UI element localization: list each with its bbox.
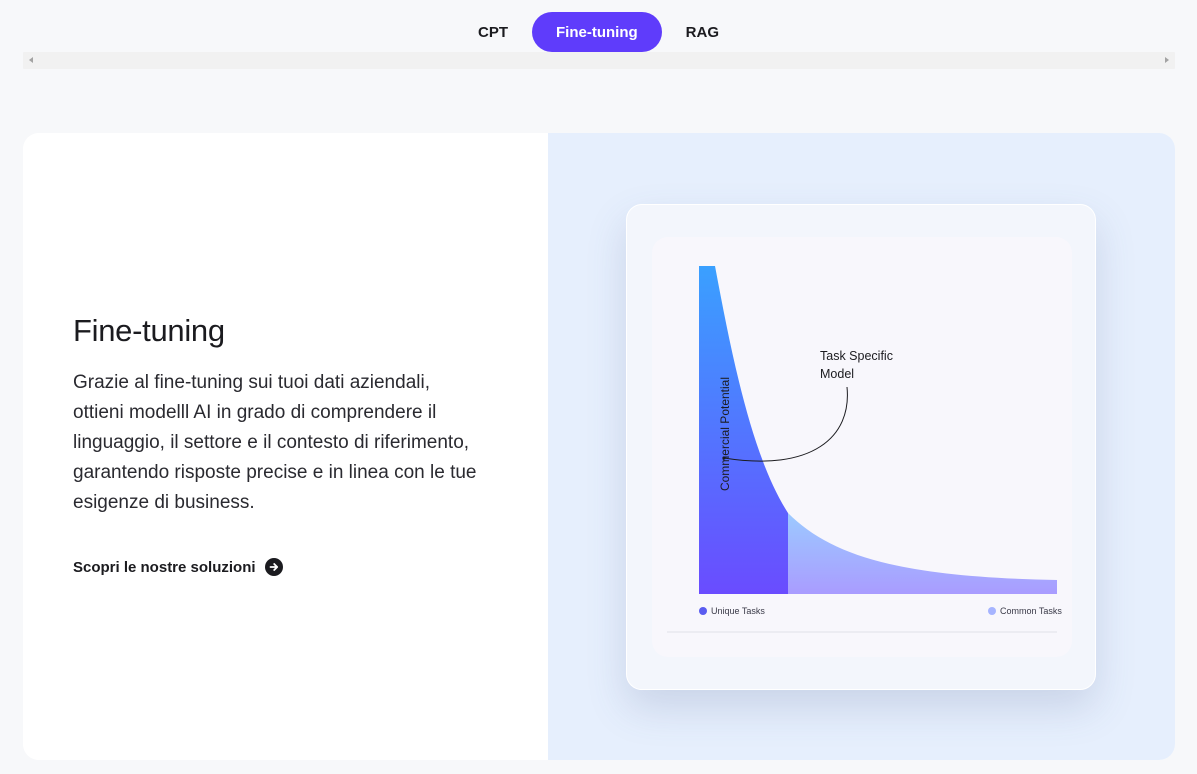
chart-illustration: Commercial Potential Task Specific Model… bbox=[652, 237, 1072, 657]
unique-tasks-area bbox=[699, 266, 788, 594]
cta-label: Scopri le nostre soluzioni bbox=[73, 558, 256, 576]
y-axis-label: Commercial Potential bbox=[718, 376, 732, 492]
chart-frame: Commercial Potential Task Specific Model… bbox=[626, 204, 1096, 690]
scroll-right-arrow-icon[interactable] bbox=[1165, 57, 1169, 63]
legend-dot-unique bbox=[699, 607, 707, 615]
legend-label-unique: Unique Tasks bbox=[711, 606, 765, 616]
legend-unique-tasks: Unique Tasks bbox=[699, 606, 765, 616]
tab-bar: CPT Fine-tuning RAG bbox=[0, 12, 1197, 52]
legend-common-tasks: Common Tasks bbox=[988, 606, 1062, 616]
tab-rag[interactable]: RAG bbox=[662, 12, 743, 52]
feature-card: Fine-tuning Grazie al fine-tuning sui tu… bbox=[23, 133, 1175, 760]
annotation-arrow-tip bbox=[722, 456, 726, 460]
long-tail-curve-graphic bbox=[667, 266, 1057, 633]
illustration-panel: Commercial Potential Task Specific Model… bbox=[548, 133, 1175, 760]
common-tasks-area bbox=[788, 513, 1057, 594]
legend-dot-common bbox=[988, 607, 996, 615]
scroll-left-arrow-icon[interactable] bbox=[29, 57, 33, 63]
feature-text-panel: Fine-tuning Grazie al fine-tuning sui tu… bbox=[23, 133, 548, 760]
feature-title: Fine-tuning bbox=[73, 313, 225, 348]
horizontal-scrollbar[interactable] bbox=[23, 52, 1175, 69]
legend-label-common: Common Tasks bbox=[1000, 606, 1062, 616]
task-specific-model-label: Task Specific Model bbox=[820, 349, 893, 381]
annotation-arrow bbox=[723, 386, 848, 462]
tab-cpt[interactable]: CPT bbox=[454, 12, 532, 52]
tab-fine-tuning[interactable]: Fine-tuning bbox=[532, 12, 662, 52]
feature-description: Grazie al fine-tuning sui tuoi dati azie… bbox=[73, 372, 477, 513]
discover-solutions-link[interactable]: Scopri le nostre soluzioni bbox=[73, 558, 283, 576]
arrow-right-circle-icon bbox=[264, 558, 283, 576]
